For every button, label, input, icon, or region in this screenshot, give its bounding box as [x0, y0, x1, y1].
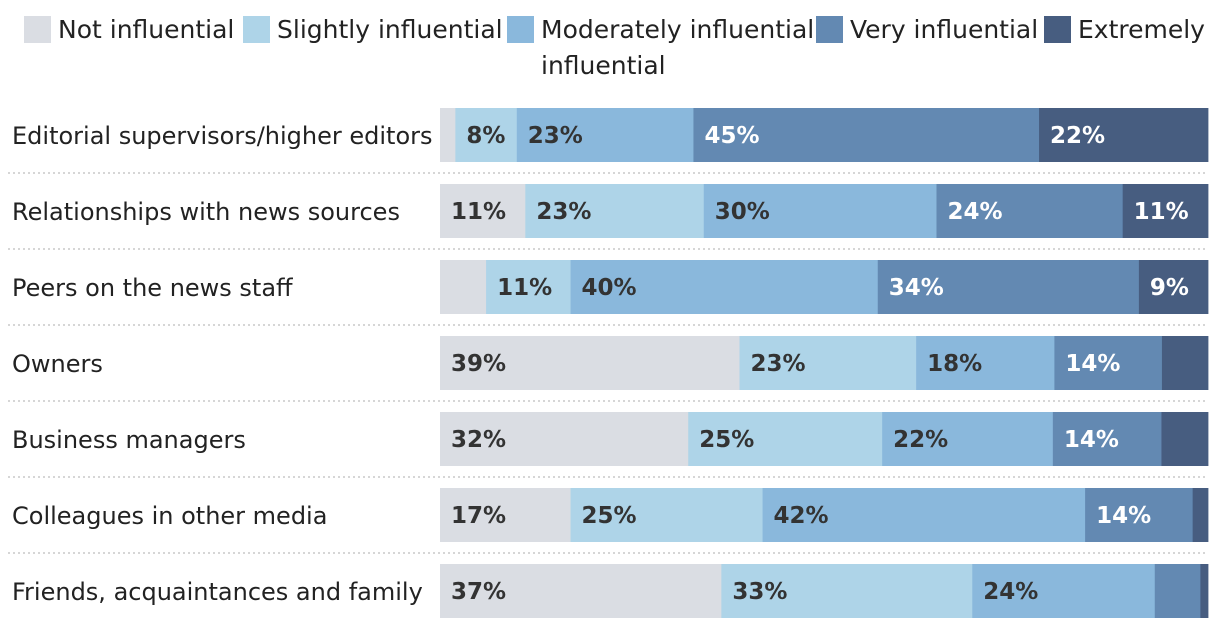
data-label: 14%	[1096, 503, 1151, 529]
bar-segment	[455, 108, 518, 162]
bar-segment	[1200, 564, 1209, 618]
chart-row: Colleagues in other media 17% 25% 42% 14%	[8, 488, 1209, 554]
legend-item: Slightly influential	[243, 15, 503, 44]
data-label: 32%	[451, 427, 506, 453]
bar-segment	[703, 184, 937, 238]
legend-label: Very influential	[850, 15, 1038, 44]
data-label: 30%	[715, 199, 770, 225]
bar-segment	[936, 184, 1124, 238]
legend-label: Moderately influential	[541, 15, 814, 44]
data-label: 24%	[947, 199, 1002, 225]
chart-row: Friends, acquaintances and family 37% 33% 2…	[12, 564, 1209, 618]
bar-segment	[1085, 488, 1194, 542]
bar-segment	[1161, 412, 1209, 466]
data-label: 25%	[582, 503, 637, 529]
bar-segment	[570, 488, 763, 542]
row-label: Friends, acquaintances and family	[12, 578, 423, 606]
bar-segment	[1161, 336, 1209, 390]
chart-rows: Editorial supervisors/higher editors 8% 23…	[8, 108, 1209, 618]
data-label: 23%	[536, 199, 591, 225]
legend-swatch	[243, 16, 270, 43]
data-label: 37%	[451, 579, 506, 605]
bar-segment	[688, 412, 883, 466]
row-label: Editorial supervisors/higher editors	[12, 122, 433, 150]
legend-swatch	[1044, 16, 1071, 43]
data-label: 14%	[1064, 427, 1119, 453]
bar-segment	[1138, 260, 1209, 314]
bar-segment	[570, 260, 879, 314]
bar-segment	[1192, 488, 1209, 542]
data-label: 39%	[451, 351, 506, 377]
bar-segment	[721, 564, 973, 618]
legend-item: Extremely	[1044, 15, 1205, 44]
bar-segment	[440, 564, 722, 618]
bar-segment	[1052, 412, 1162, 466]
bar-segment	[516, 108, 694, 162]
bar-segment	[882, 412, 1054, 466]
bar-segment	[1154, 564, 1201, 618]
legend-swatch	[507, 16, 534, 43]
chart-row: Relationships with news sources 11% 23% 30%…	[8, 184, 1209, 250]
legend: Not influential Slightly influential Moder…	[24, 15, 1205, 80]
data-label: 22%	[1050, 123, 1105, 149]
data-label: 22%	[893, 427, 948, 453]
data-label: 9%	[1150, 275, 1189, 301]
data-label: 11%	[451, 199, 506, 225]
bar-segment	[762, 488, 1086, 542]
legend-swatch	[816, 16, 843, 43]
data-label: 11%	[1134, 199, 1189, 225]
bar-segment	[440, 336, 740, 390]
data-label: 24%	[983, 579, 1038, 605]
legend-label-line2: influential	[541, 51, 666, 80]
data-label: 14%	[1065, 351, 1120, 377]
row-label: Peers on the news staff	[12, 274, 293, 302]
row-label: Colleagues in other media	[12, 502, 327, 530]
bar-segment	[1054, 336, 1163, 390]
bar-segment	[877, 260, 1140, 314]
data-label: 25%	[699, 427, 754, 453]
data-label: 17%	[451, 503, 506, 529]
bar-segment	[440, 260, 487, 314]
bar-segment	[1122, 184, 1209, 238]
legend-item: Moderately influential influential	[507, 15, 814, 80]
data-label: 34%	[889, 275, 944, 301]
row-label: Relationships with news sources	[12, 198, 400, 226]
bar-segment	[440, 488, 571, 542]
bar-segment	[525, 184, 705, 238]
data-label: 11%	[497, 275, 552, 301]
legend-label: Slightly influential	[277, 15, 503, 44]
bar-segment	[739, 336, 917, 390]
legend-swatch	[24, 16, 51, 43]
chart-row: Peers on the news staff 11% 40% 34% 9%	[8, 260, 1209, 326]
bar-segment	[1039, 108, 1209, 162]
chart-row: Editorial supervisors/higher editors 8% 23…	[8, 108, 1209, 174]
data-label: 45%	[704, 123, 759, 149]
bar-segment	[440, 108, 456, 162]
data-label: 42%	[774, 503, 829, 529]
row-label: Business managers	[12, 426, 246, 454]
data-label: 23%	[751, 351, 806, 377]
data-label: 18%	[927, 351, 982, 377]
legend-item: Not influential	[24, 15, 234, 44]
chart-row: Owners 39% 23% 18% 14%	[8, 336, 1209, 402]
legend-label: Extremely	[1078, 15, 1205, 44]
bar-segment	[440, 412, 689, 466]
bar-segment	[916, 336, 1055, 390]
chart-row: Business managers 32% 25% 22% 14%	[8, 412, 1209, 478]
data-label: 23%	[528, 123, 583, 149]
row-label: Owners	[12, 350, 103, 378]
data-label: 8%	[466, 123, 505, 149]
bar-segment	[693, 108, 1040, 162]
legend-item: Very influential	[816, 15, 1038, 44]
data-label: 33%	[732, 579, 787, 605]
bar-segment	[972, 564, 1156, 618]
bar-segment	[440, 184, 526, 238]
legend-label: Not influential	[58, 15, 234, 44]
data-label: 40%	[582, 275, 637, 301]
bar-segment	[486, 260, 571, 314]
